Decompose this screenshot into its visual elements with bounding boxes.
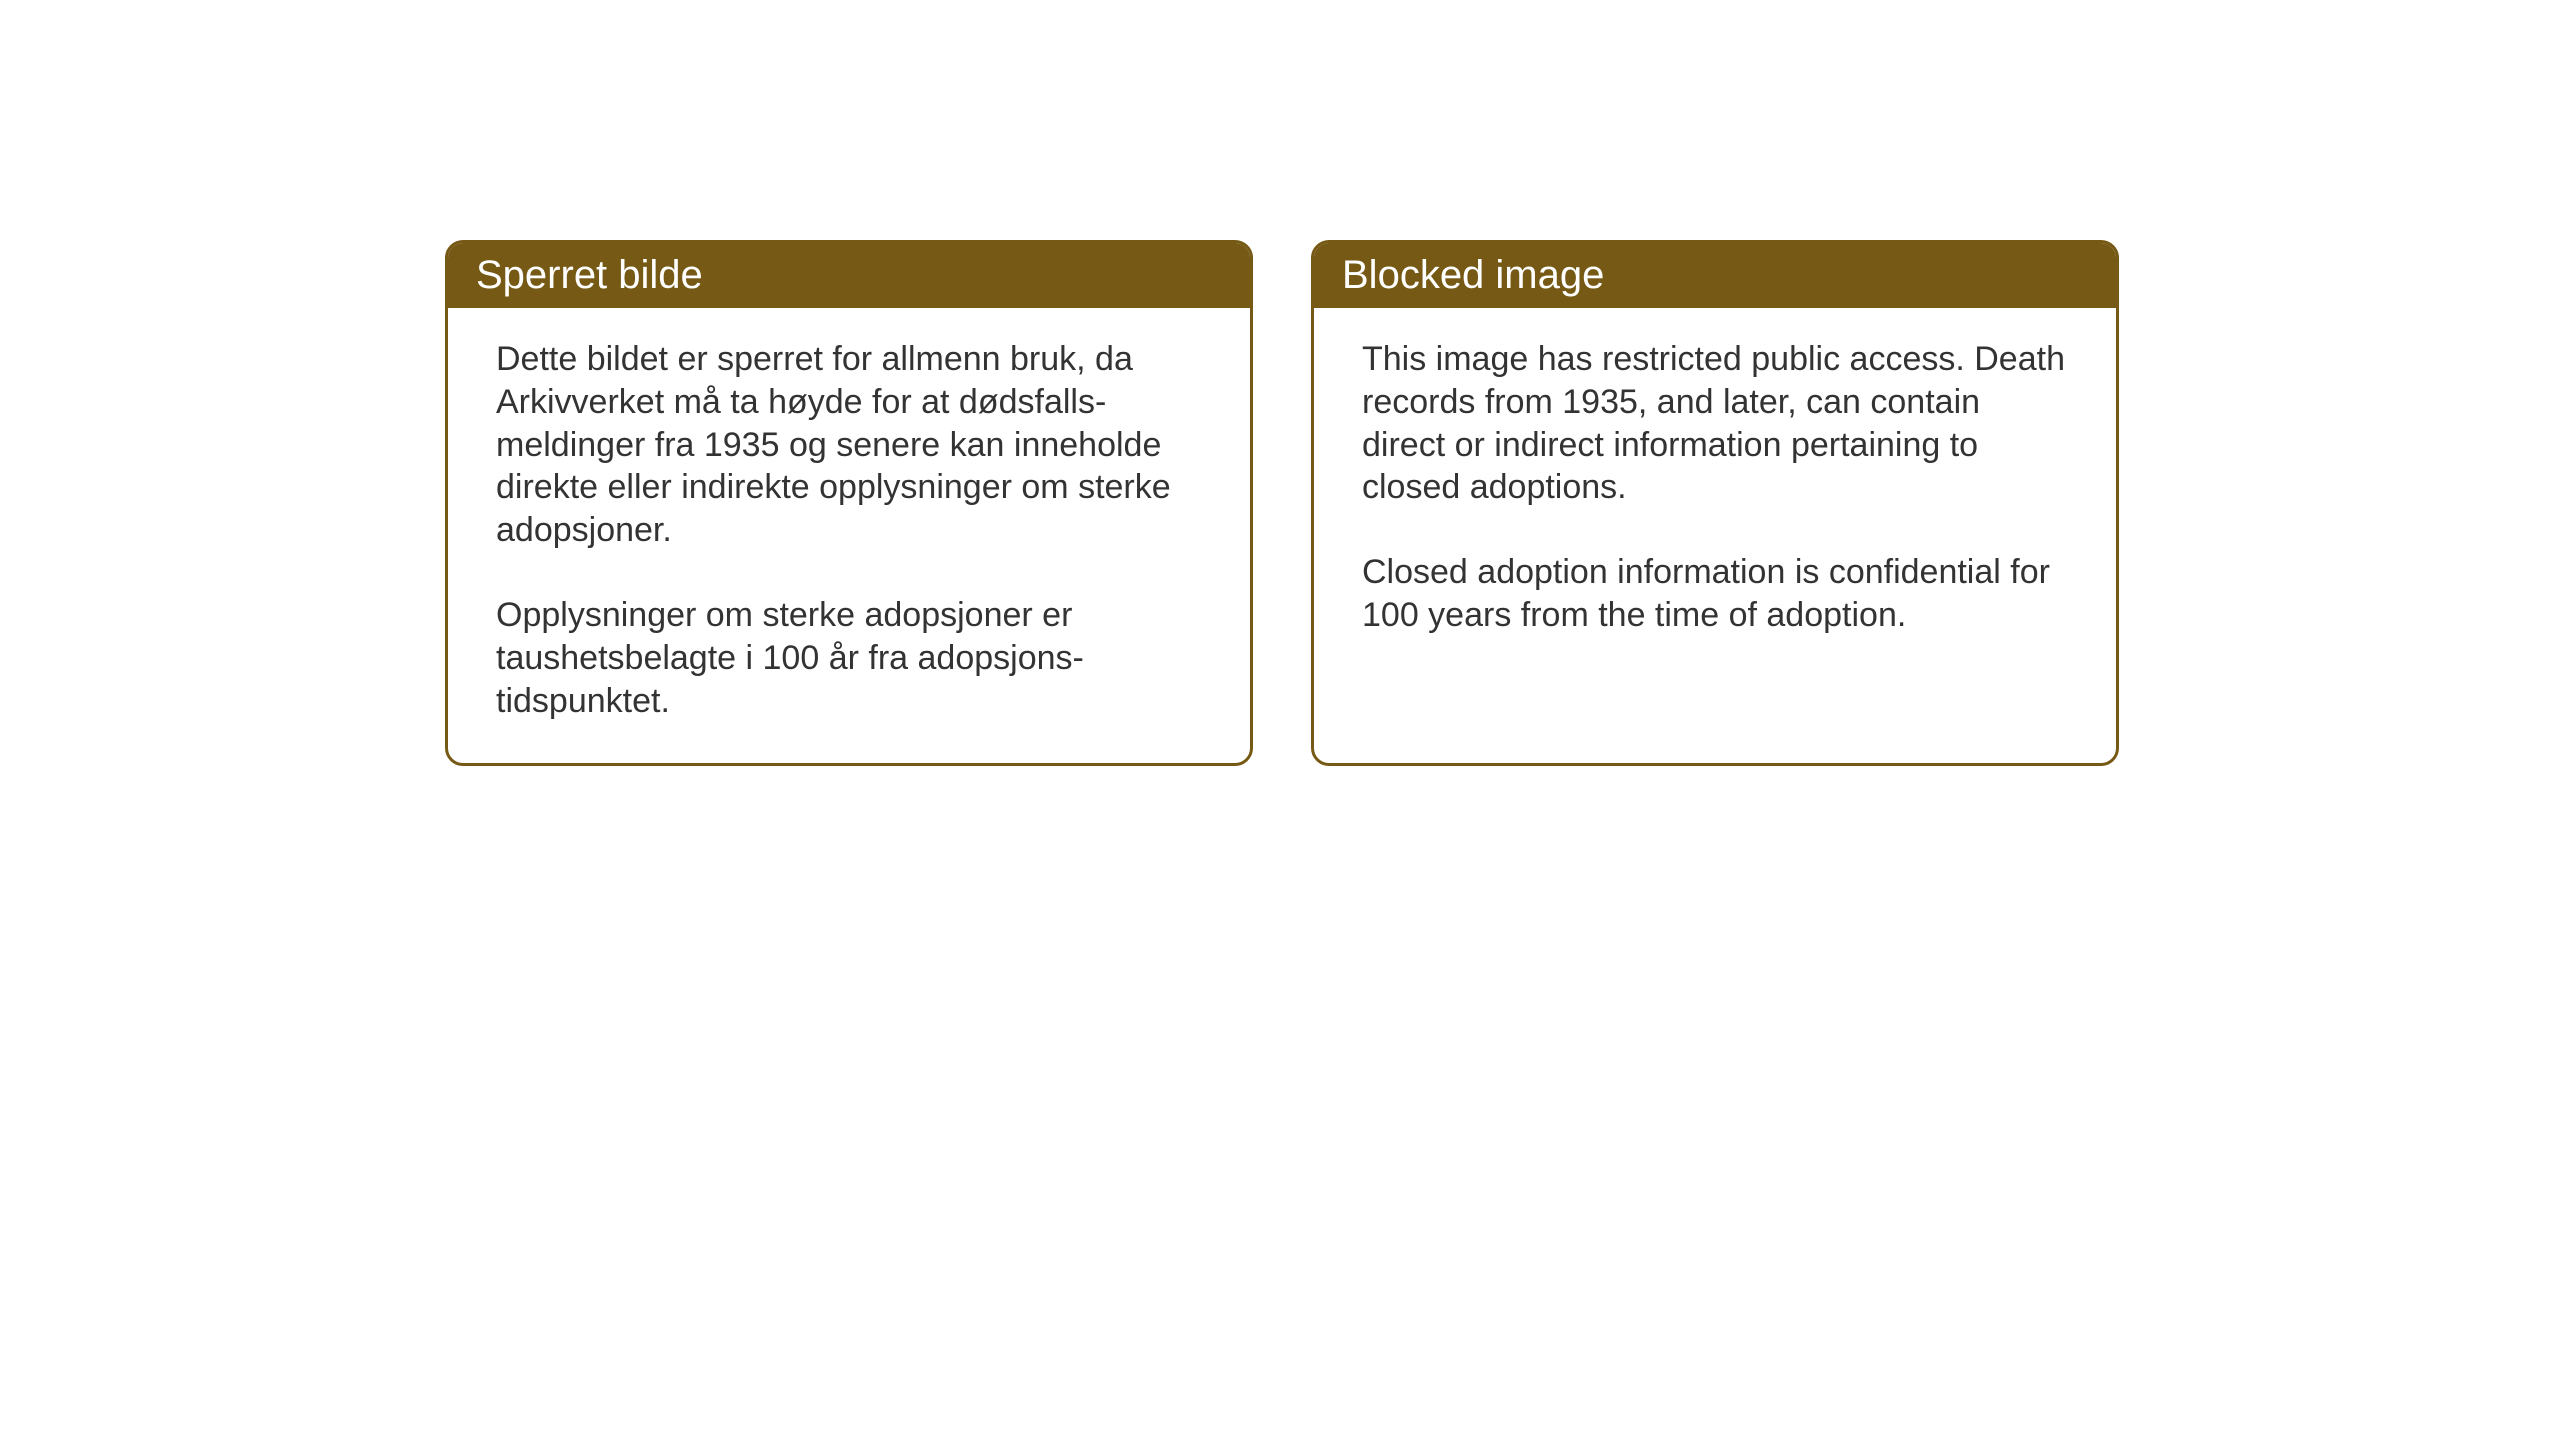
notice-card-norwegian: Sperret bilde Dette bildet er sperret fo… [445,240,1253,766]
notice-container: Sperret bilde Dette bildet er sperret fo… [445,240,2119,766]
notice-card-english: Blocked image This image has restricted … [1311,240,2119,766]
card-title-english: Blocked image [1342,253,1604,297]
card-paragraph-english-2: Closed adoption information is confident… [1362,551,2068,637]
card-body-norwegian: Dette bildet er sperret for allmenn bruk… [448,308,1250,763]
card-paragraph-norwegian-1: Dette bildet er sperret for allmenn bruk… [496,338,1202,552]
card-title-norwegian: Sperret bilde [476,253,703,297]
card-paragraph-english-1: This image has restricted public access.… [1362,338,2068,509]
card-header-norwegian: Sperret bilde [448,243,1250,308]
card-paragraph-norwegian-2: Opplysninger om sterke adopsjoner er tau… [496,594,1202,722]
card-body-english: This image has restricted public access.… [1314,308,2116,677]
card-header-english: Blocked image [1314,243,2116,308]
